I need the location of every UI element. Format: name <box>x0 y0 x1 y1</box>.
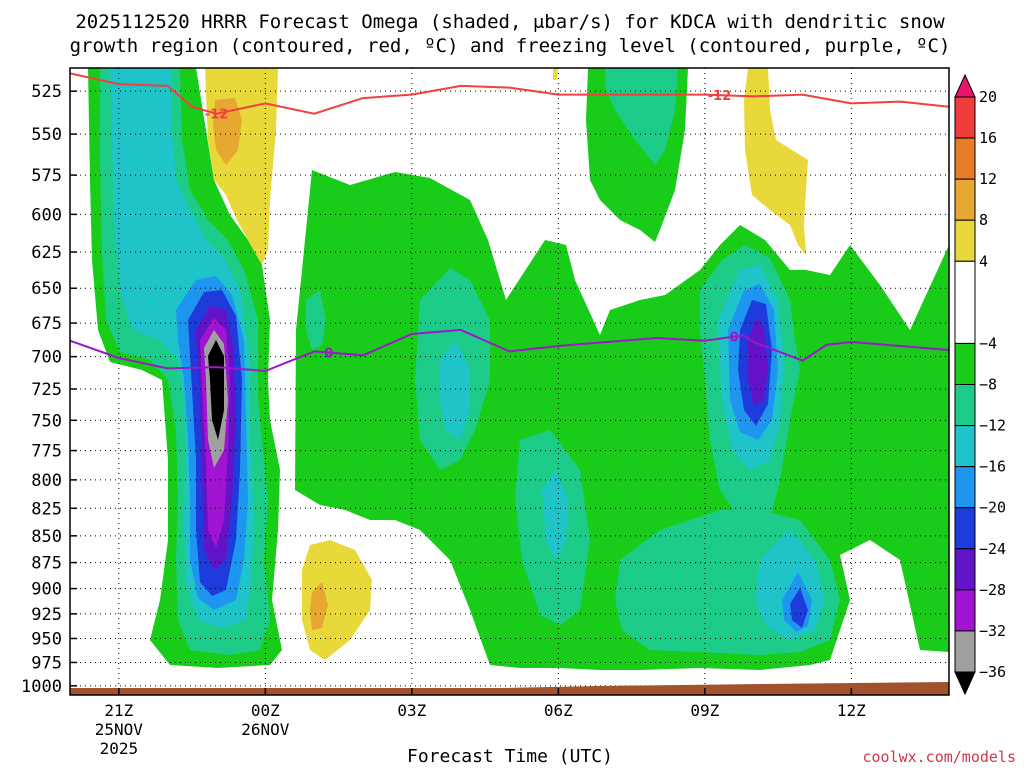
omega-fill-subsidence-top-left-2 <box>213 98 242 165</box>
omega-fill-clear-right-notch <box>855 562 878 595</box>
x-axis-label: Forecast Time (UTC) <box>407 746 613 767</box>
omega-fill-center-3 <box>440 340 470 440</box>
chart-title-line-2: growth region (contoured, red, ºC) and f… <box>70 35 951 57</box>
contour-label: 0 <box>730 331 739 346</box>
contour-label: -12 <box>205 108 229 123</box>
y-tick-label: 725 <box>31 380 62 400</box>
y-tick-label: 900 <box>31 580 62 600</box>
y-tick-label: 650 <box>31 279 62 299</box>
colorbar-label: −16 <box>979 458 1006 476</box>
x-tick-label: 12Z <box>837 701 866 720</box>
colorbar-label: −20 <box>979 499 1006 517</box>
credit-link[interactable]: coolwx.com/models <box>862 748 1016 766</box>
omega-fill-lower-right-5 <box>790 588 808 628</box>
omega-fill-subsidence-top-right <box>744 68 808 255</box>
x-tick-label: 03Z <box>397 701 426 720</box>
colorbar-band <box>954 384 976 427</box>
x-tick-label: 00Z <box>251 701 280 720</box>
colorbar-band <box>954 137 976 180</box>
colorbar-band <box>954 466 976 509</box>
colorbar-band <box>954 507 976 550</box>
omega-fill-right-6 <box>748 318 768 406</box>
colorbar-label: 16 <box>979 129 997 147</box>
contour-label: -12 <box>708 89 732 104</box>
y-tick-label: 550 <box>31 125 62 145</box>
x-tick-date: 26NOV <box>241 720 290 739</box>
omega-fill-subsidence-low <box>302 540 372 660</box>
x-tick-date: 25NOV <box>95 720 144 739</box>
colorbar-band <box>954 96 976 139</box>
colorbar-band <box>954 425 976 468</box>
colorbar-band <box>954 630 976 673</box>
y-tick-label: 675 <box>31 314 62 334</box>
colorbar-label: −8 <box>979 376 997 394</box>
omega-fill-upper-right-2 <box>605 68 678 165</box>
y-tick-label: 625 <box>31 243 62 263</box>
contour-label: 0 <box>324 347 333 362</box>
colorbar-label: −36 <box>979 663 1006 681</box>
chart-title-line-1: 2025112520 HRRR Forecast Omega (shaded, … <box>75 11 945 33</box>
y-tick-label: 875 <box>31 554 62 574</box>
omega-shading: -12 -12 0 0 <box>70 68 949 695</box>
terrain-strip <box>70 682 949 695</box>
y-tick-label: 600 <box>31 205 62 225</box>
y-tick-label: 950 <box>31 629 62 649</box>
colorbar-label: −24 <box>979 540 1006 558</box>
dgz-contour-line <box>70 72 949 115</box>
colorbar-band <box>954 548 976 591</box>
colorbar: 20 16 12 8 4 −4 −8 −12 −16 −20 −24 −28 −32 −36 <box>954 73 1006 696</box>
x-tick-year: 2025 <box>100 739 139 758</box>
colorbar-label: 20 <box>979 88 997 106</box>
y-axis: 525 550 575 600 625 650 675 700 725 750 775 800 825 8… <box>21 82 77 697</box>
colorbar-band <box>954 219 976 262</box>
colorbar-label: 12 <box>979 170 997 188</box>
y-tick-label: 1000 <box>21 677 62 697</box>
y-tick-label: 700 <box>31 348 62 368</box>
y-tick-label: 575 <box>31 166 62 186</box>
omega-fill-small-2 <box>306 290 326 350</box>
omega-fill-subsidence-low-2 <box>310 582 328 630</box>
colorbar-band <box>954 342 976 385</box>
y-tick-label: 975 <box>31 653 62 673</box>
y-tick-label: 925 <box>31 605 62 625</box>
colorbar-label: −28 <box>979 581 1006 599</box>
y-tick-label: 850 <box>31 527 62 547</box>
y-tick-label: 750 <box>31 411 62 431</box>
omega-fill-lower-3 <box>542 470 568 560</box>
x-tick-label: 09Z <box>690 701 719 720</box>
omega-fill-subsidence-top-center <box>553 68 558 80</box>
colorbar-label: −4 <box>979 334 997 352</box>
y-tick-label: 775 <box>31 442 62 462</box>
colorbar-top-arrow <box>954 73 976 98</box>
y-tick-label: 825 <box>31 499 62 519</box>
freezing-level-contour-line <box>70 328 949 373</box>
colorbar-label: −32 <box>979 622 1006 640</box>
colorbar-band <box>954 589 976 632</box>
contour-lines: -12 -12 0 0 <box>70 72 949 373</box>
x-tick-label: 21Z <box>104 701 133 720</box>
colorbar-label: 8 <box>979 211 988 229</box>
colorbar-label: 4 <box>979 252 988 270</box>
y-tick-label: 800 <box>31 471 62 491</box>
omega-fill-left-9 <box>208 340 224 440</box>
colorbar-band <box>954 260 976 344</box>
colorbar-label: −12 <box>979 417 1006 435</box>
plot-frame <box>69 67 950 696</box>
colorbar-bottom-arrow <box>954 671 976 696</box>
y-tick-label: 525 <box>31 82 62 102</box>
colorbar-band <box>954 178 976 221</box>
x-tick-label: 06Z <box>544 701 573 720</box>
